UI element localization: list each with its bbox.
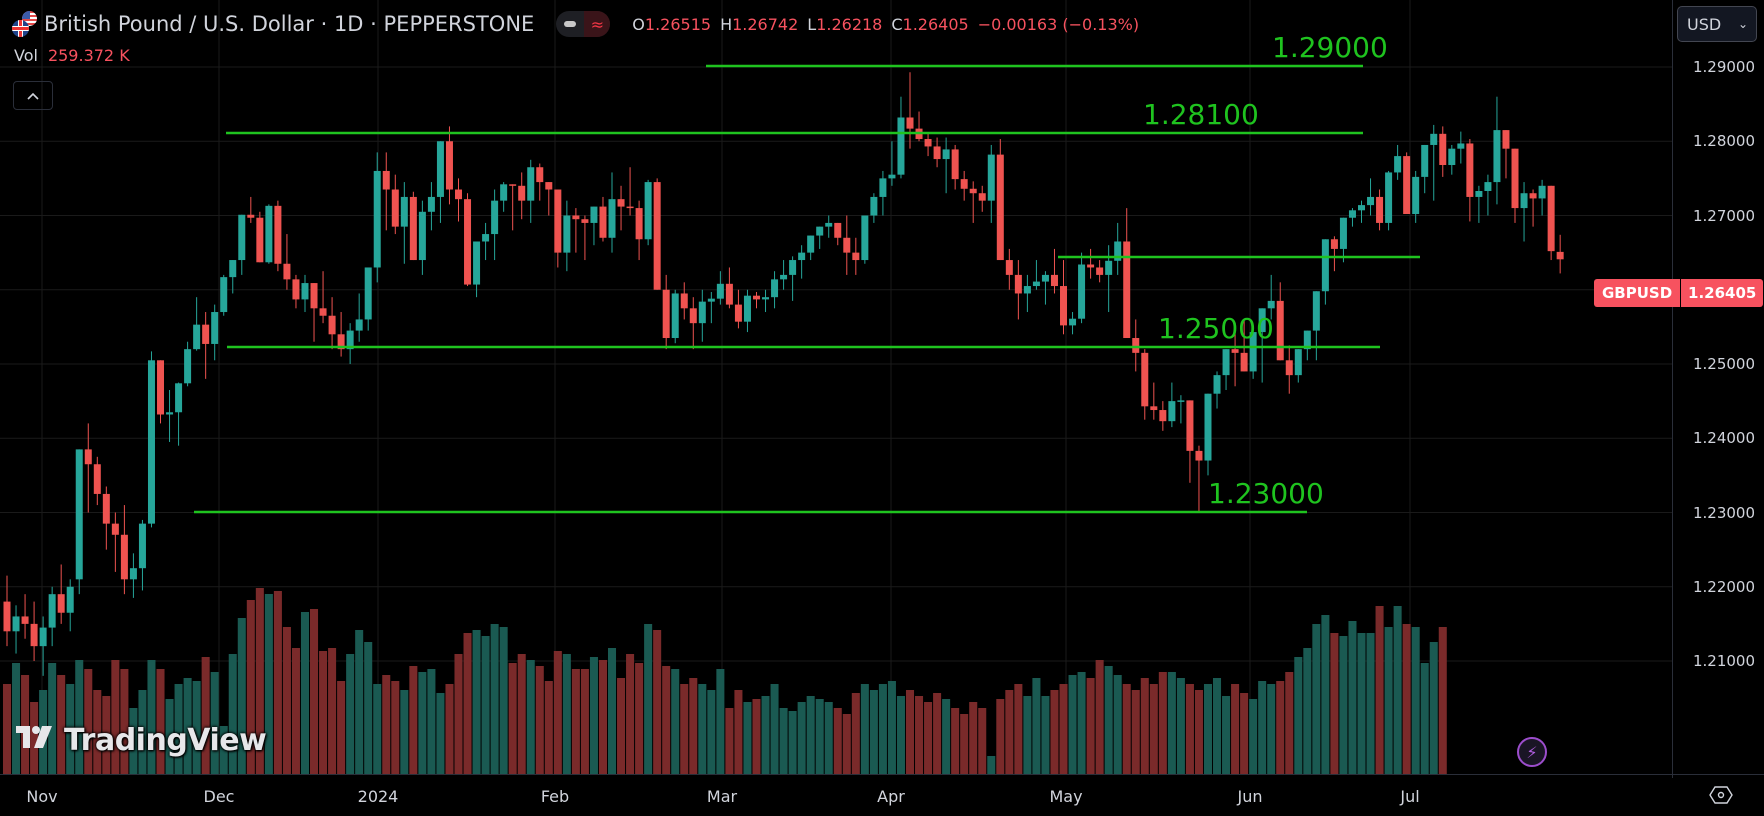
- time-tick-label: Jun: [1237, 787, 1263, 806]
- chart-grid: [0, 0, 1672, 774]
- uk-flag-icon: [12, 20, 29, 37]
- time-tick-label: May: [1049, 787, 1083, 806]
- candlesticks: [3, 72, 1564, 676]
- chart-settings-button[interactable]: [1706, 780, 1736, 810]
- time-tick-label: Feb: [540, 787, 570, 806]
- price-tick-label: 1.28000: [1692, 132, 1755, 151]
- level-label: 1.23000: [1208, 477, 1324, 510]
- price-tick-label: 1.21000: [1692, 652, 1755, 670]
- lightning-alert-button[interactable]: ⚡: [1517, 737, 1547, 767]
- currency-select[interactable]: USD ⌄: [1677, 6, 1757, 42]
- level-label: 1.25000: [1158, 312, 1274, 345]
- level-label: 1.29000: [1272, 31, 1388, 64]
- ohlc-value: 1.26515: [644, 14, 712, 34]
- ohlc-key: O: [632, 14, 645, 34]
- price-tick-label: 1.25000: [1692, 355, 1755, 373]
- ohlc-key: C: [891, 14, 903, 34]
- price-tick-label: 1.24000: [1692, 429, 1755, 448]
- volume-bars: [2, 588, 1447, 774]
- currency-value: USD: [1687, 14, 1722, 34]
- collapse-legend-button[interactable]: [13, 81, 53, 110]
- current-price-symbol: GBPUSD: [1594, 279, 1681, 307]
- volume-label: Vol: [14, 46, 38, 65]
- ohlc-key: L: [807, 14, 817, 34]
- time-axis[interactable]: Nov Dec 2024 Feb Mar Apr May Jun Jul: [0, 774, 1764, 816]
- tradingview-logo[interactable]: TradingView: [16, 723, 267, 758]
- lightning-icon: ⚡: [1526, 742, 1538, 762]
- gbp-usd-flags-icon: [12, 11, 38, 37]
- time-tick-label: Apr: [877, 787, 905, 806]
- volume-value: 259.372 K: [47, 46, 130, 65]
- price-tick-label: 1.29000: [1692, 58, 1755, 76]
- time-tick-label: Jul: [1400, 787, 1420, 806]
- current-price-tag: GBPUSD 1.26405: [1594, 279, 1764, 307]
- volume-legend: Vol 259.372 K: [14, 46, 130, 65]
- time-tick-label: Dec: [203, 787, 235, 806]
- price-tick-label: 1.27000: [1692, 206, 1755, 225]
- horizontal-level-lines[interactable]: [194, 64, 1420, 514]
- symbol-title[interactable]: British Pound / U.S. Dollar · 1D · PEPPE…: [44, 12, 535, 36]
- tradingview-mark-icon: [16, 723, 56, 758]
- symbol-header: British Pound / U.S. Dollar · 1D · PEPPE…: [12, 8, 1148, 40]
- time-tick-label: 2024: [357, 787, 399, 806]
- price-tick-label: 1.22000: [1692, 577, 1755, 596]
- settings-hexagon-icon: [1709, 786, 1733, 804]
- time-tick-label: Nov: [26, 787, 58, 806]
- ohlc-value: 1.26218: [816, 14, 883, 34]
- chevron-up-icon: [27, 92, 39, 100]
- ohlc-values: O 1.26515 H 1.26742 L 1.26218 C 1.26405 −0.00163…: [632, 15, 1148, 34]
- price-tick-label: 1.23000: [1692, 503, 1755, 522]
- time-tick-label: Mar: [706, 787, 738, 806]
- ohlc-key: H: [720, 14, 733, 34]
- indicator-toggle-pill[interactable]: ≈: [556, 11, 611, 37]
- tradingview-logo-text: TradingView: [64, 723, 267, 758]
- ohlc-value: 1.26405: [902, 14, 969, 34]
- current-price-value: 1.26405: [1681, 279, 1764, 307]
- chevron-down-icon: ⌄: [1737, 17, 1748, 31]
- price-axis[interactable]: 1.290001.280001.270001.260001.250001.240…: [1672, 0, 1764, 778]
- ohlc-value: 1.26742: [732, 14, 799, 34]
- level-label: 1.28100: [1143, 98, 1259, 131]
- visibility-toggle-icon[interactable]: [556, 11, 584, 37]
- indicator-approx-icon[interactable]: ≈: [584, 11, 611, 37]
- ohlc-value: −0.00163 (−0.13%): [977, 14, 1140, 34]
